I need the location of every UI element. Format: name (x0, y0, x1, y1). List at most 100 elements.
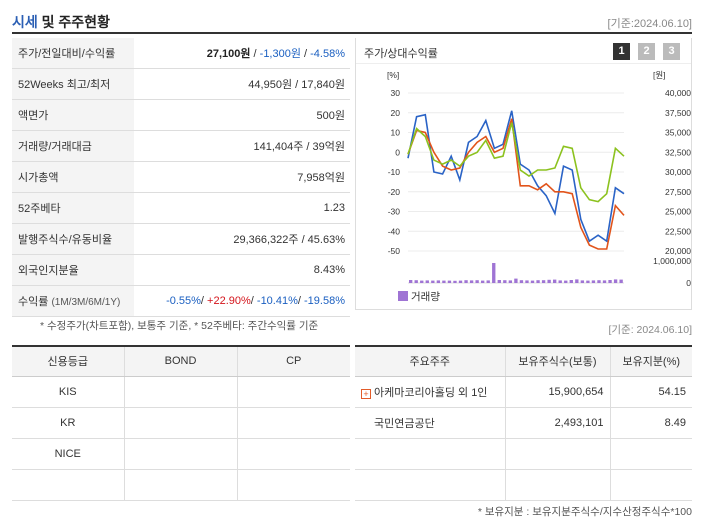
holder-ratio (609, 438, 692, 470)
volume-bar (541, 280, 546, 283)
volume-bar (553, 279, 557, 283)
volume-tick-label: 0 (686, 278, 691, 288)
chart-page-1[interactable]: 1 (613, 43, 630, 60)
volume-value: 141,404주 / 39억원 (134, 130, 350, 163)
volume-tick-label: 1,000,000 (653, 256, 691, 266)
price-label: 주가/전일대비/수익률 (12, 38, 134, 70)
left-tick-label: 10 (391, 128, 401, 138)
volume-bar (503, 280, 507, 283)
left-tick-label: -40 (388, 226, 401, 236)
shares-value: 29,366,322주 / 45.63% (134, 223, 350, 255)
volume-bar (591, 280, 596, 283)
volume-bar (442, 280, 446, 283)
legend-volume-label: 거래량 (411, 291, 440, 303)
title-accent: 시세 (12, 14, 38, 30)
volume-bar (602, 280, 607, 283)
left-tick-label: -10 (388, 167, 401, 177)
holder-shares (504, 469, 610, 501)
foreign-label: 외국인지분율 (12, 254, 134, 286)
left-tick-label: -20 (388, 187, 401, 197)
holders-reference-date: [기준: 2024.06.10] (608, 324, 692, 336)
credit-header-bond: BOND (123, 345, 237, 377)
credit-header-rating: 신용등급 (12, 345, 124, 377)
foreign-value: 8.43% (134, 254, 350, 286)
row-return: 수익률 (1M/3M/6M/1Y) -0.55%/ +22.90%/ -10.4… (12, 285, 350, 317)
row-foreign: 외국인지분율 8.43% (12, 254, 350, 286)
volume-bar (414, 280, 418, 283)
right-axis-unit: [원] (653, 70, 666, 80)
left-tick-label: -30 (388, 207, 401, 217)
volume-bar (475, 280, 479, 283)
mcap-label: 시가총액 (12, 161, 134, 193)
volume-bar (547, 279, 551, 283)
table-row (12, 469, 350, 501)
table-row: 국민연금공단 2,493,101 8.49 (355, 407, 692, 439)
row-52w: 52Weeks 최고/최저 44,950원 / 17,840원 (12, 68, 350, 101)
w52-label: 52Weeks 최고/최저 (12, 68, 134, 101)
table-row: KIS (12, 376, 350, 408)
volume-bar (575, 279, 579, 283)
holder-shares: 2,493,101 (504, 407, 610, 439)
volume-bar (453, 280, 457, 283)
credit-cp (236, 376, 350, 408)
volume-label: 거래량/거래대금 (12, 130, 134, 163)
chart-header: 주가/상대수익률 1 2 3 (356, 38, 691, 64)
return-1m: -0.55% (166, 294, 201, 307)
volume-bar (536, 280, 540, 283)
holder-name (355, 469, 505, 501)
holder-ratio: 54.15 (609, 376, 692, 408)
credit-header-cp: CP (236, 345, 350, 377)
row-face: 액면가 500원 (12, 99, 350, 132)
volume-bar (619, 279, 623, 283)
row-volume: 거래량/거래대금 141,404주 / 39억원 (12, 130, 350, 163)
volume-bar (569, 280, 573, 283)
reference-date: [기준:2024.06.10] (607, 18, 692, 30)
face-value: 500원 (134, 99, 350, 132)
right-tick-label: 37,500 (665, 108, 691, 118)
legend-volume-swatch (398, 291, 408, 301)
right-tick-label: 27,500 (665, 187, 691, 197)
right-tick-label: 30,000 (665, 167, 691, 177)
chart-footnote: * 수정주가(차트포함), 보통주 기준, * 52주베타: 주간수익률 기준 (40, 320, 319, 332)
right-tick-label: 40,000 (665, 88, 691, 98)
holder-name (355, 438, 505, 470)
return-3m: +22.90% (207, 294, 251, 307)
section-title: 시세 및 주주현황 (12, 12, 110, 32)
price-rate: -4.58% (310, 48, 345, 61)
volume-bar (464, 280, 468, 283)
right-tick-label: 22,500 (665, 226, 691, 236)
volume-bar (436, 280, 441, 283)
left-tick-label: 30 (391, 88, 401, 98)
major-shareholders-table: 주요주주 보유주식수(보통) 보유지분(%) + 아케마코리아홀딩 외 1인 15… (355, 345, 692, 501)
credit-header-row: 신용등급 BOND CP (12, 345, 350, 377)
credit-cp (236, 438, 350, 470)
expand-plus-icon[interactable]: + (361, 388, 371, 399)
row-price: 주가/전일대비/수익률 27,100원 / -1,300원 / -4.58% (12, 38, 350, 70)
left-tick-label: -50 (388, 246, 401, 256)
price: 27,100원 (206, 48, 251, 61)
right-tick-label: 25,000 (665, 207, 691, 217)
series-line-2 (407, 118, 625, 250)
holder-name[interactable]: + 아케마코리아홀딩 외 1인 (355, 376, 505, 408)
chart-page-3[interactable]: 3 (663, 43, 680, 60)
volume-bar (613, 279, 618, 283)
row-shares: 발행주식수/유동비율 29,366,322주 / 45.63% (12, 223, 350, 255)
volume-bar (425, 280, 429, 283)
table-row (355, 469, 692, 501)
volume-bar (580, 280, 585, 283)
return-1y: -19.58% (304, 294, 345, 307)
face-label: 액면가 (12, 99, 134, 132)
volume-bar (586, 280, 590, 283)
chart-page-2[interactable]: 2 (638, 43, 655, 60)
section-header: 시세 및 주주현황 [기준:2024.06.10] (12, 10, 692, 34)
holder-shares: 15,900,654 (504, 376, 610, 408)
holders-header-ratio: 보유지분(%) (609, 345, 692, 377)
credit-cp (236, 469, 350, 501)
holder-shares (504, 438, 610, 470)
chart-panel: 주가/상대수익률 1 2 3 [%] [원] 30 20 10 0 -10 -20 -30 -40… (355, 38, 692, 310)
price-change: -1,300원 (259, 48, 301, 61)
volume-bar (486, 280, 490, 283)
volume-bar (431, 280, 435, 283)
volume-bar (458, 280, 463, 283)
credit-agency: KIS (12, 376, 124, 408)
